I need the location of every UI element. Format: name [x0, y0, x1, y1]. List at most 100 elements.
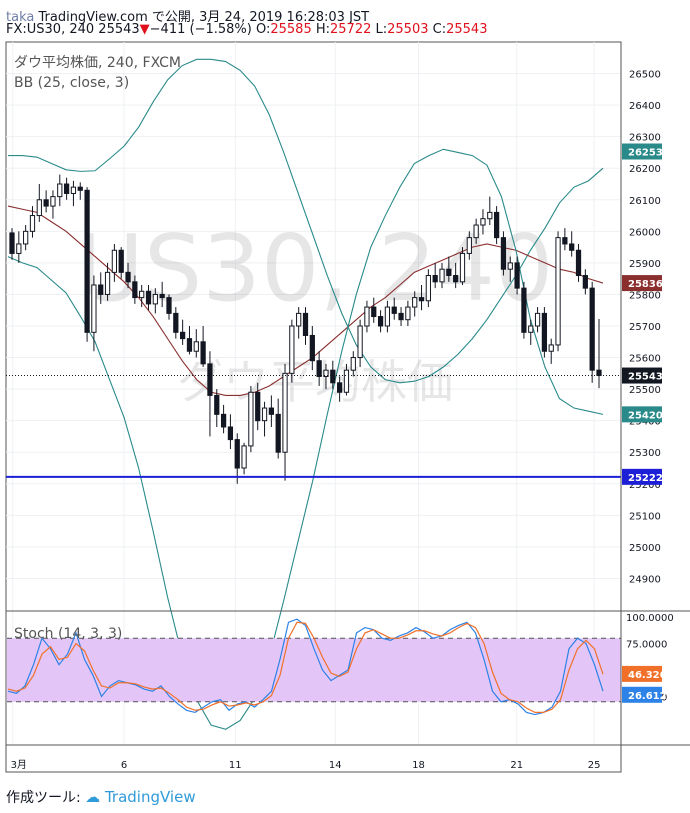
candle — [466, 231, 472, 260]
candle-body — [330, 369, 336, 384]
candle — [432, 262, 438, 289]
candle — [104, 262, 111, 301]
candle — [418, 284, 425, 311]
candle-body — [316, 360, 322, 377]
y-tick-label: 25900 — [629, 259, 661, 270]
candle-body — [193, 341, 199, 352]
candle-body — [343, 369, 350, 393]
bb-legend: BB (25, close, 3) — [14, 75, 129, 91]
candle — [596, 319, 602, 389]
main-legend: ダウ平均株価, 240, FXCM — [14, 55, 181, 71]
candle-body — [309, 334, 315, 362]
price-tag-last-label: 25543 — [628, 372, 663, 383]
footer-label: 作成ツール: — [6, 790, 81, 806]
candle-body — [50, 196, 56, 207]
candle-body — [255, 391, 261, 422]
stoch-d-line — [7, 621, 604, 714]
candle-body — [98, 284, 104, 295]
candle — [152, 288, 158, 314]
candle — [282, 363, 288, 481]
candle-body — [562, 237, 568, 245]
candle — [296, 307, 302, 339]
candle-body — [220, 413, 227, 428]
candle — [316, 351, 322, 386]
candle-body — [528, 325, 534, 333]
candle — [241, 442, 247, 475]
candle — [139, 284, 145, 308]
candle — [528, 319, 534, 345]
candle-body — [500, 237, 507, 270]
x-tick-label: 14 — [329, 760, 342, 771]
candle-body — [118, 249, 124, 273]
candle-body — [248, 391, 254, 447]
candle — [91, 275, 97, 352]
candle — [248, 385, 254, 453]
x-tick-label: 25 — [588, 760, 601, 771]
candle-body — [57, 183, 63, 198]
y-tick-label: 24900 — [629, 574, 661, 585]
stoch-tag-d-label: 46.3262 — [628, 670, 674, 681]
y-tick-label: 26200 — [629, 164, 661, 175]
candle — [180, 319, 186, 345]
candle-body — [466, 237, 472, 254]
price-tag-bb_upper-label: 26253 — [628, 147, 663, 158]
symbol-info: FX:US30, 240 25543▼−411 (−1.58%) O:25585… — [6, 22, 487, 37]
candle-body — [139, 290, 145, 299]
candle-body — [227, 426, 234, 441]
candle-body — [16, 243, 22, 254]
stoch-tag-k-label: 26.6120 — [628, 691, 674, 702]
candle — [500, 231, 507, 276]
candle-body — [207, 363, 213, 396]
candle-body — [214, 394, 220, 415]
x-tick-label: 6 — [121, 760, 127, 771]
candle-body — [302, 312, 309, 336]
candle — [166, 294, 172, 320]
y-tick-label: 25100 — [629, 511, 661, 522]
candle — [63, 177, 70, 200]
candle-body — [9, 232, 15, 254]
y-tick-label: 25500 — [629, 385, 661, 396]
tradingview-logo[interactable]: ☁ TradingView — [85, 788, 196, 806]
y-tick-label: 26300 — [629, 133, 661, 144]
candle — [125, 262, 131, 289]
candle — [132, 275, 138, 304]
candle — [207, 351, 213, 437]
y-tick-label: 25700 — [629, 322, 661, 333]
candle-body — [125, 271, 131, 283]
candle — [439, 262, 445, 289]
candle-body — [166, 297, 172, 314]
candle-body — [371, 306, 377, 318]
author-name[interactable]: taka — [6, 10, 35, 25]
candle — [541, 307, 548, 358]
candle-body — [405, 306, 411, 321]
stoch-tag-k-bg — [622, 686, 662, 703]
y-tick-label: 26000 — [629, 227, 661, 238]
candle-body — [555, 237, 561, 346]
y-tick-label: 25600 — [629, 354, 661, 365]
candle-body — [323, 369, 329, 377]
candle-body — [589, 287, 595, 371]
candle — [57, 174, 63, 207]
publish-text: TradingView.com で公開, 3月 24, 2019 16:28:0… — [38, 10, 370, 25]
candle — [398, 307, 404, 326]
down-arrow-icon: ▼ — [139, 22, 150, 37]
candle — [98, 272, 104, 304]
candle — [302, 307, 309, 345]
candle-body — [77, 186, 83, 191]
close-label: C: — [432, 22, 447, 37]
candle-body — [268, 407, 274, 415]
candle-body — [180, 331, 186, 340]
candle — [77, 182, 83, 200]
candle — [309, 326, 315, 371]
price-tag-bb_lower: 25420 — [622, 406, 663, 423]
candle — [200, 326, 206, 368]
candle — [493, 206, 500, 244]
x-tick-label: 3月 — [11, 759, 27, 771]
candle-body — [241, 445, 247, 469]
price-change: −411 (−1.58%) — [149, 22, 252, 37]
candle — [569, 231, 575, 257]
candle — [384, 300, 391, 333]
price-tag-bb_upper: 26253 — [622, 143, 663, 160]
price-tag-bb_lower-bg — [622, 406, 662, 423]
